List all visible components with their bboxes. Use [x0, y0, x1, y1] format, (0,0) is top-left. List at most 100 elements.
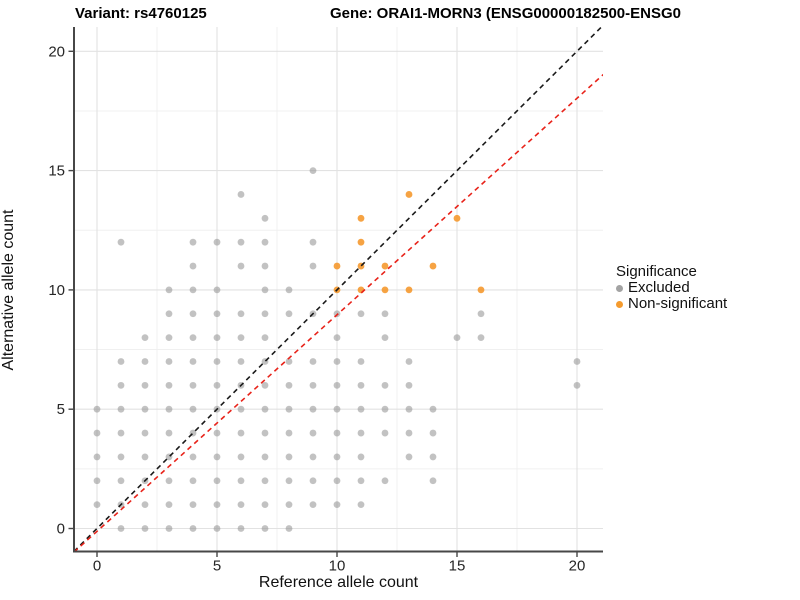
data-point-excluded: [333, 501, 341, 509]
data-point-excluded: [333, 405, 341, 413]
data-point-excluded: [141, 525, 149, 532]
data-point-excluded: [309, 167, 317, 175]
data-point-excluded: [309, 429, 317, 437]
y-tick-label: 5: [57, 401, 65, 418]
data-point-excluded: [405, 453, 413, 461]
gene-title: Gene: ORAI1-MORN3 (ENSG00000182500-ENSG0: [330, 5, 681, 22]
data-point-excluded: [117, 477, 125, 485]
data-point-excluded: [381, 405, 389, 413]
data-point-excluded: [117, 453, 125, 461]
x-tick-label: 15: [449, 558, 466, 575]
data-point-excluded: [141, 358, 149, 365]
data-point-non-significant: [405, 191, 413, 198]
data-point-excluded: [405, 381, 413, 389]
y-tick-label: 20: [48, 43, 65, 60]
data-point-excluded: [189, 453, 197, 461]
data-point-excluded: [117, 429, 125, 437]
data-point-excluded: [237, 310, 245, 318]
data-point-excluded: [261, 262, 269, 270]
data-point-excluded: [117, 525, 125, 532]
variant-title: Variant: rs4760125: [75, 5, 207, 22]
legend-item-label: Non-significant: [628, 295, 728, 312]
data-point-excluded: [165, 501, 173, 509]
legend-item-non-significant: Non-significant: [616, 296, 727, 312]
x-tick-label: 0: [93, 558, 101, 575]
data-point-excluded: [429, 453, 437, 461]
data-point-excluded: [453, 334, 461, 342]
data-point-excluded: [165, 525, 173, 532]
data-point-excluded: [285, 453, 293, 461]
data-point-excluded: [285, 381, 293, 389]
data-point-excluded: [333, 358, 341, 365]
data-point-excluded: [285, 286, 293, 294]
data-point-excluded: [213, 310, 221, 318]
data-point-excluded: [285, 501, 293, 509]
data-point-excluded: [261, 525, 269, 532]
data-point-excluded: [237, 477, 245, 485]
data-point-excluded: [189, 501, 197, 509]
data-point-excluded: [261, 238, 269, 246]
data-point-excluded: [429, 405, 437, 413]
data-point-excluded: [237, 501, 245, 509]
data-point-excluded: [237, 262, 245, 270]
y-tick-label: 0: [57, 521, 65, 538]
data-point-excluded: [237, 405, 245, 413]
data-point-excluded: [573, 358, 581, 365]
data-point-excluded: [189, 262, 197, 270]
data-point-excluded: [285, 525, 293, 532]
fit-line: [74, 73, 603, 552]
data-point-excluded: [237, 358, 245, 365]
data-point-excluded: [477, 334, 485, 342]
data-point-excluded: [117, 405, 125, 413]
legend: Significance Excluded Non-significant: [616, 263, 727, 312]
data-point-excluded: [381, 477, 389, 485]
data-point-excluded: [357, 310, 365, 318]
data-point-excluded: [189, 358, 197, 365]
identity-line: [74, 27, 603, 552]
data-point-non-significant: [453, 214, 461, 222]
data-point-excluded: [477, 310, 485, 318]
data-point-excluded: [357, 358, 365, 365]
data-point-excluded: [165, 334, 173, 342]
y-tick-label: 15: [48, 163, 65, 180]
data-point-excluded: [189, 477, 197, 485]
data-point-excluded: [261, 310, 269, 318]
data-point-excluded: [93, 453, 101, 461]
data-point-excluded: [141, 381, 149, 389]
data-point-excluded: [93, 405, 101, 413]
data-point-excluded: [261, 453, 269, 461]
data-point-excluded: [261, 405, 269, 413]
data-point-excluded: [333, 334, 341, 342]
data-point-excluded: [261, 334, 269, 342]
data-point-excluded: [213, 334, 221, 342]
data-point-excluded: [141, 453, 149, 461]
data-point-excluded: [309, 262, 317, 270]
data-point-non-significant: [381, 286, 389, 294]
data-point-excluded: [573, 381, 581, 389]
data-point-excluded: [381, 310, 389, 318]
data-point-excluded: [189, 381, 197, 389]
data-point-excluded: [165, 405, 173, 413]
data-point-excluded: [213, 501, 221, 509]
data-point-excluded: [165, 310, 173, 318]
data-point-non-significant: [357, 214, 365, 222]
data-point-excluded: [309, 453, 317, 461]
x-tick-label: 5: [213, 558, 221, 575]
data-point-excluded: [285, 477, 293, 485]
data-point-excluded: [285, 310, 293, 318]
data-point-non-significant: [405, 286, 413, 294]
data-point-excluded: [309, 238, 317, 246]
data-point-excluded: [165, 381, 173, 389]
legend-item-excluded: Excluded: [616, 280, 727, 296]
data-point-excluded: [357, 381, 365, 389]
data-point-excluded: [261, 214, 269, 222]
data-point-excluded: [93, 477, 101, 485]
legend-item-label: Excluded: [628, 279, 690, 296]
data-point-excluded: [117, 381, 125, 389]
data-point-non-significant: [381, 262, 389, 270]
x-axis-title: Reference allele count: [258, 574, 419, 591]
y-axis-title: Alternative allele count: [0, 209, 17, 371]
x-tick-label: 10: [329, 558, 346, 575]
data-point-excluded: [189, 286, 197, 294]
